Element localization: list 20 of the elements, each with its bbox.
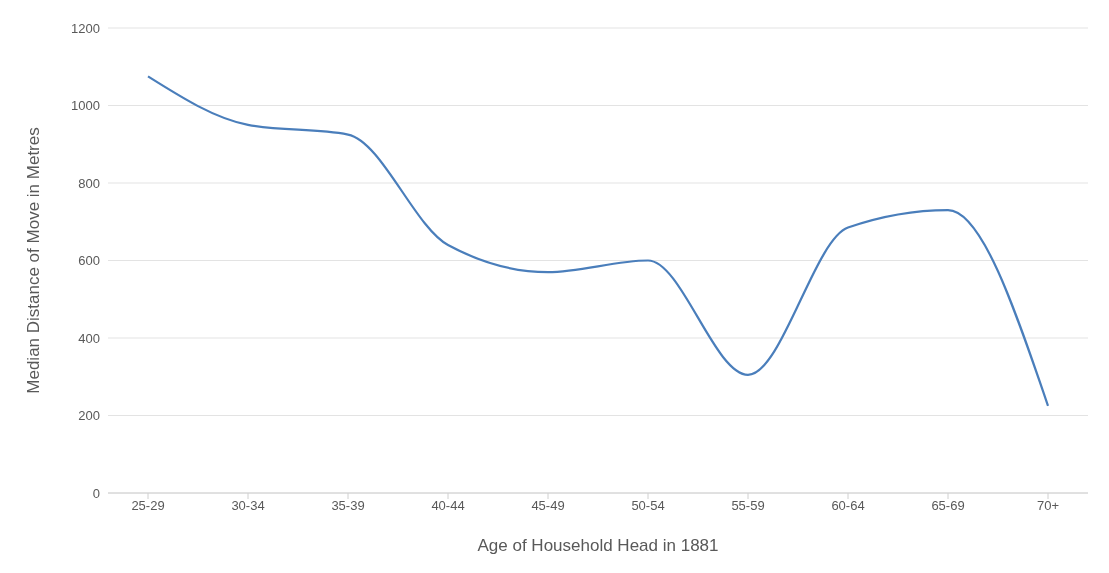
x-tick-label: 65-69 bbox=[931, 498, 965, 514]
x-tick-label: 50-54 bbox=[631, 498, 665, 514]
y-tick-label: 200 bbox=[78, 408, 100, 424]
y-tick-label: 800 bbox=[78, 175, 100, 191]
y-tick-label: 1000 bbox=[71, 98, 100, 114]
x-tick-label: 45-49 bbox=[531, 498, 565, 514]
x-axis-title: Age of Household Head in 1881 bbox=[477, 536, 719, 555]
y-axis-title: Median Distance of Move in Metres bbox=[24, 127, 44, 394]
x-tick-label: 25-29 bbox=[131, 498, 165, 514]
x-tick-label: 35-39 bbox=[331, 498, 365, 514]
y-tick-label: 600 bbox=[78, 253, 100, 269]
x-tick-label: 60-64 bbox=[831, 498, 865, 514]
x-tick-label: 70+ bbox=[1036, 498, 1060, 514]
x-tick-label: 55-59 bbox=[731, 498, 765, 514]
line-series bbox=[146, 75, 1050, 407]
y-tick-label: 0 bbox=[92, 485, 100, 501]
x-tick-label: 40-44 bbox=[431, 498, 465, 514]
x-tick-label: 30-34 bbox=[231, 498, 265, 514]
y-tick-label: 400 bbox=[78, 330, 100, 346]
y-tick-label: 1200 bbox=[71, 20, 100, 36]
